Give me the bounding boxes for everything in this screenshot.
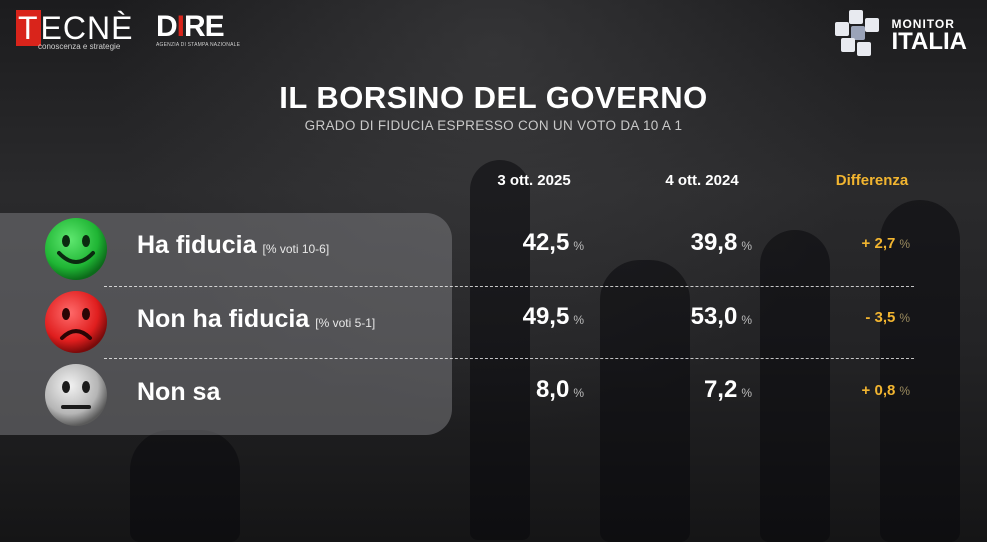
table-row: Non sa 8,0% 7,2% + 0,8% xyxy=(0,360,987,432)
value-2025: 8,0% xyxy=(535,376,584,403)
table-row: Non ha fiducia [% voti 5-1] 49,5% 53,0% -… xyxy=(0,287,987,359)
page-title: IL BORSINO DEL GOVERNO xyxy=(279,80,708,115)
dire-logo: DIRE AGENZIA DI STAMPA NAZIONALE xyxy=(156,10,241,49)
value-2024: 39,8% xyxy=(690,229,752,256)
row-label-non-ha-fiducia: Non ha fiducia [% voti 5-1] xyxy=(137,305,376,333)
red-sad-face-icon xyxy=(44,290,108,354)
grey-neutral-face-icon xyxy=(44,363,108,427)
row-label-ha-fiducia: Ha fiducia [% voti 10-6] xyxy=(137,231,330,259)
value-difference: + 2,7% xyxy=(861,235,910,252)
tecne-logo-tagline: conoscenza e strategie xyxy=(38,42,121,51)
value-difference: - 3,5% xyxy=(865,309,910,326)
value-difference: + 0,8% xyxy=(861,382,910,399)
value-2025: 49,5% xyxy=(522,303,584,330)
column-header-difference: Differenza xyxy=(835,172,909,189)
dire-logo-word: DIRE xyxy=(156,10,225,43)
column-header-2024: 4 ott. 2024 xyxy=(665,172,739,189)
dire-logo-tagline: AGENZIA DI STAMPA NAZIONALE xyxy=(156,42,241,48)
row-note: [% voti 10-6] xyxy=(262,242,330,256)
value-2025: 42,5% xyxy=(522,229,584,256)
header-logos: TECNÈ conoscenza e strategie DIRE AGENZI… xyxy=(16,10,241,54)
tecne-logo: TECNÈ conoscenza e strategie xyxy=(16,10,134,54)
row-label-non-sa: Non sa xyxy=(137,378,221,406)
table-row: Ha fiducia [% voti 10-6] 42,5% 39,8% + 2,… xyxy=(0,213,987,285)
background-figure xyxy=(470,160,530,540)
row-note: [% voti 5-1] xyxy=(315,316,376,330)
cubes-icon xyxy=(829,8,883,62)
background-figure xyxy=(600,260,690,542)
monitor-italia-logo: MONITOR ITALIA xyxy=(829,8,967,62)
background-figure xyxy=(130,430,240,542)
row-divider xyxy=(104,286,914,287)
background-figure xyxy=(880,200,960,542)
page-subtitle: GRADO DI FIDUCIA ESPRESSO CON UN VOTO DA… xyxy=(304,118,683,133)
monitor-logo-line2: ITALIA xyxy=(891,28,967,55)
tecne-logo-word: TECNÈ xyxy=(16,10,134,46)
background-figure xyxy=(760,230,830,542)
value-2024: 7,2% xyxy=(703,376,752,403)
green-happy-face-icon xyxy=(44,217,108,281)
column-header-2025: 3 ott. 2025 xyxy=(497,172,571,189)
monitor-logo-line1: MONITOR xyxy=(891,17,955,31)
row-divider xyxy=(104,358,914,359)
value-2024: 53,0% xyxy=(690,303,752,330)
